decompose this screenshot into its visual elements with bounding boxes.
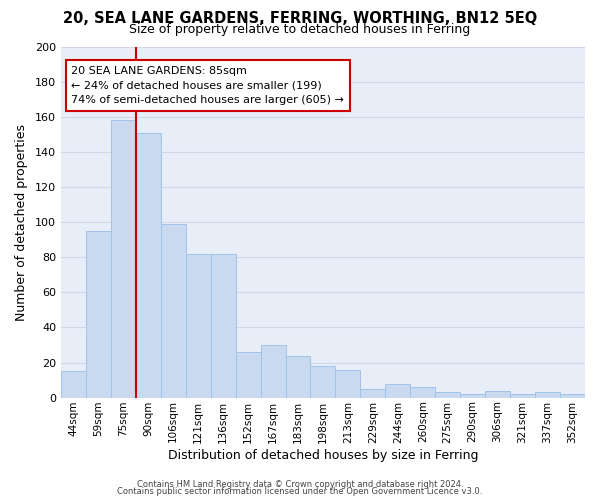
Bar xyxy=(410,387,435,398)
Y-axis label: Number of detached properties: Number of detached properties xyxy=(15,124,28,320)
Bar xyxy=(385,384,410,398)
Bar xyxy=(260,345,286,398)
Text: Size of property relative to detached houses in Ferring: Size of property relative to detached ho… xyxy=(130,22,470,36)
Bar xyxy=(535,392,560,398)
Bar xyxy=(485,390,510,398)
Bar xyxy=(335,370,361,398)
Bar xyxy=(86,231,111,398)
Bar xyxy=(211,254,236,398)
Bar xyxy=(111,120,136,398)
Text: Contains HM Land Registry data © Crown copyright and database right 2024.: Contains HM Land Registry data © Crown c… xyxy=(137,480,463,489)
Text: 20 SEA LANE GARDENS: 85sqm
← 24% of detached houses are smaller (199)
74% of sem: 20 SEA LANE GARDENS: 85sqm ← 24% of deta… xyxy=(71,66,344,106)
Bar xyxy=(286,356,310,398)
X-axis label: Distribution of detached houses by size in Ferring: Distribution of detached houses by size … xyxy=(168,450,478,462)
Bar xyxy=(460,394,485,398)
Bar xyxy=(310,366,335,398)
Text: Contains public sector information licensed under the Open Government Licence v3: Contains public sector information licen… xyxy=(118,488,482,496)
Bar xyxy=(236,352,260,398)
Text: 20, SEA LANE GARDENS, FERRING, WORTHING, BN12 5EQ: 20, SEA LANE GARDENS, FERRING, WORTHING,… xyxy=(63,11,537,26)
Bar xyxy=(560,394,585,398)
Bar xyxy=(161,224,186,398)
Bar xyxy=(61,372,86,398)
Bar xyxy=(361,389,385,398)
Bar xyxy=(186,254,211,398)
Bar xyxy=(435,392,460,398)
Bar xyxy=(136,132,161,398)
Bar xyxy=(510,394,535,398)
